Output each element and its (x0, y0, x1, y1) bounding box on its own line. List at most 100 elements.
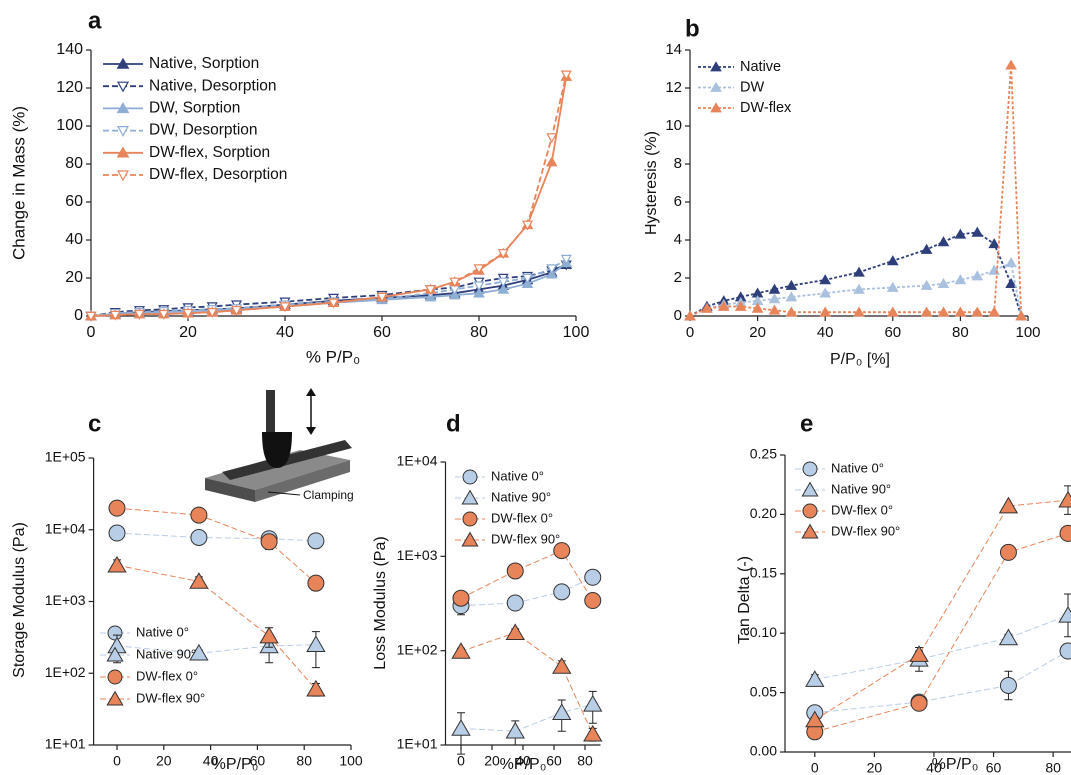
y-tick-label: 120 (56, 79, 83, 96)
marker (424, 285, 437, 296)
x-tick-label: 0 (87, 324, 96, 341)
arrow-head-up (306, 388, 316, 396)
marker (1058, 605, 1071, 623)
x-tick-label: 20 (484, 753, 500, 769)
marker (546, 264, 558, 275)
legend-marker (106, 690, 124, 706)
marker (327, 298, 340, 309)
marker (971, 226, 984, 237)
series (451, 690, 603, 755)
marker (560, 70, 572, 81)
legend-entry: DW-flex 90° (795, 523, 900, 539)
marker (189, 643, 209, 661)
series-line (116, 644, 316, 654)
marker (452, 589, 470, 607)
x-tick-label: 0 (686, 324, 694, 341)
panel-label: e (800, 410, 813, 437)
legend-entry: DW, Sorption (103, 99, 240, 116)
marker (108, 499, 126, 517)
legend-marker (107, 625, 123, 641)
series-line (814, 499, 1069, 721)
legend-label: Native 90° (136, 646, 196, 661)
legend-marker (461, 489, 479, 505)
marker (701, 302, 713, 313)
legend-entry: DW-flex (698, 100, 792, 116)
marker (560, 254, 572, 265)
legend-label: Native, Sorption (149, 55, 259, 72)
marker (449, 277, 461, 288)
legend-label: DW-flex 0° (831, 502, 893, 517)
x-tick-label: 20 (156, 753, 172, 769)
marker (583, 724, 603, 742)
y-tick-label: 14 (665, 41, 682, 58)
panel-label: c (88, 410, 101, 437)
legend-entry: DW-flex 0° (455, 510, 553, 527)
x-tick-label: 80 (952, 324, 969, 341)
annotation: Clamping (303, 488, 354, 502)
marker (451, 718, 471, 736)
legend-label: DW-flex, Desorption (149, 166, 287, 183)
legend-marker (802, 461, 818, 477)
y-tick-label: 140 (56, 41, 83, 58)
y-tick-label: 0 (674, 307, 682, 324)
marker (279, 302, 291, 313)
marker (971, 306, 984, 317)
marker (230, 306, 243, 317)
marker (1005, 257, 1017, 268)
sample-front (205, 478, 255, 502)
x-tick-label: 0 (811, 760, 819, 775)
marker (886, 255, 899, 266)
marker (259, 626, 279, 644)
legend-entry: DW-flex 0° (795, 502, 893, 519)
marker (937, 306, 950, 317)
series-line (460, 576, 593, 607)
legend-label: DW-flex (740, 100, 792, 116)
y-tick-label: 1E+02 (45, 664, 86, 680)
marker (521, 220, 534, 231)
marker (506, 594, 524, 612)
series (684, 226, 1028, 321)
legend-entry: DW-flex, Sorption (103, 144, 270, 161)
panel: c 1E+01 1E+02 1E+03 1E+04 1E+05 0 20 40 60 80 100 %P… (11, 410, 363, 773)
y-axis-label: Storage Modulus (Pa) (11, 522, 28, 678)
y-tick-label: 20 (65, 269, 83, 286)
series-line (814, 532, 1069, 733)
x-tick-label: 60 (986, 760, 1002, 775)
legend-entry: Native 90° (795, 481, 891, 497)
marker (853, 266, 865, 277)
sample-top (205, 450, 350, 490)
x-tick-label: 0 (113, 753, 121, 769)
marker (307, 532, 325, 550)
legend-entry: Native 0° (455, 468, 544, 485)
marker (785, 279, 798, 290)
x-tick-label: 80 (577, 753, 593, 769)
x-tick-label: 20 (749, 324, 766, 341)
x-tick-label: 100 (1015, 324, 1040, 341)
x-tick-label: 20 (179, 324, 197, 341)
x-tick-label: 100 (563, 324, 590, 341)
marker (206, 308, 218, 318)
legend-entry: DW-flex 90° (100, 690, 205, 706)
marker (805, 670, 825, 687)
marker (768, 304, 781, 315)
y-tick-label: 80 (65, 155, 83, 172)
legend-entry: Native (698, 59, 781, 75)
x-tick-label: 40 (203, 753, 219, 769)
panel: d 1E+01 1E+02 1E+03 1E+04 0 20 40 60 80 %P/P₀ Loss … (372, 410, 603, 773)
legend-label: Native, Desorption (149, 77, 277, 94)
legend-marker (116, 125, 130, 137)
marker (909, 645, 929, 662)
marker (497, 249, 509, 260)
marker (1059, 524, 1071, 542)
marker (954, 306, 967, 317)
x-tick-label: 40 (276, 324, 294, 341)
marker (937, 277, 950, 289)
legend-marker (801, 481, 819, 497)
legend-marker (461, 531, 479, 547)
panel: b 0 2 4 6 8 10 12 14 0 20 40 60 80 100 P/P₀ [%] Hysteres… (643, 15, 1040, 368)
y-tick-label: 0 (74, 307, 83, 324)
marker (133, 309, 146, 320)
marker (853, 306, 865, 317)
y-tick-label: 6 (674, 193, 682, 210)
